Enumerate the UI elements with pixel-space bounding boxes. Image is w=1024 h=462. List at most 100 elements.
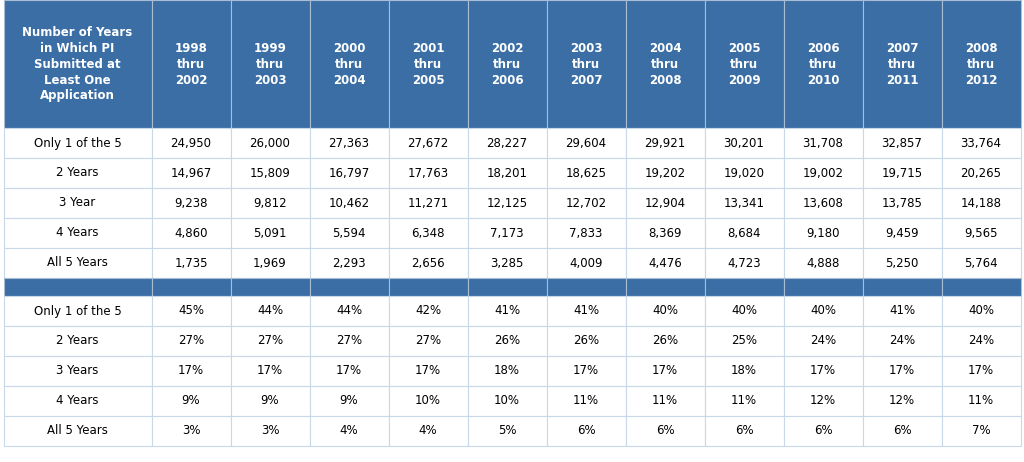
Text: 14,967: 14,967 <box>170 166 212 180</box>
Text: 6,348: 6,348 <box>412 226 444 239</box>
Text: 4 Years: 4 Years <box>56 226 98 239</box>
Bar <box>468 296 547 326</box>
Bar <box>388 218 468 248</box>
Bar <box>783 158 862 188</box>
Bar <box>388 356 468 386</box>
Bar <box>3 326 152 356</box>
Text: 20,265: 20,265 <box>961 166 1001 180</box>
Text: 17%: 17% <box>573 365 599 377</box>
Bar <box>547 248 626 278</box>
Text: 4,860: 4,860 <box>174 226 208 239</box>
Text: 18%: 18% <box>731 365 757 377</box>
Bar <box>152 416 230 446</box>
Bar <box>230 0 309 128</box>
Bar <box>941 0 1021 128</box>
Text: 5%: 5% <box>498 425 516 438</box>
Text: 16,797: 16,797 <box>329 166 370 180</box>
Bar <box>468 356 547 386</box>
Text: 9,565: 9,565 <box>965 226 997 239</box>
Bar <box>230 296 309 326</box>
Text: 4,723: 4,723 <box>727 256 761 269</box>
Text: 4%: 4% <box>419 425 437 438</box>
Bar <box>783 416 862 446</box>
Text: 2,656: 2,656 <box>412 256 444 269</box>
Text: All 5 Years: All 5 Years <box>47 425 108 438</box>
Text: 17,763: 17,763 <box>408 166 449 180</box>
Bar <box>3 356 152 386</box>
Bar <box>862 416 941 446</box>
Bar <box>468 0 547 128</box>
Bar <box>941 356 1021 386</box>
Bar <box>941 278 1021 296</box>
Text: 8,684: 8,684 <box>727 226 761 239</box>
Text: 40%: 40% <box>731 304 757 317</box>
Bar <box>626 158 705 188</box>
Bar <box>862 278 941 296</box>
Bar <box>783 356 862 386</box>
Text: 19,002: 19,002 <box>803 166 844 180</box>
Bar <box>468 128 547 158</box>
Text: 5,250: 5,250 <box>886 256 919 269</box>
Text: 2000
thru
2004: 2000 thru 2004 <box>333 42 366 86</box>
Text: 19,715: 19,715 <box>882 166 923 180</box>
Text: 26%: 26% <box>573 334 599 347</box>
Bar <box>152 326 230 356</box>
Text: 2 Years: 2 Years <box>56 166 98 180</box>
Text: 13,608: 13,608 <box>803 196 844 209</box>
Text: 11,271: 11,271 <box>408 196 449 209</box>
Bar <box>468 248 547 278</box>
Text: 29,604: 29,604 <box>565 136 606 150</box>
Bar <box>230 326 309 356</box>
Bar <box>3 386 152 416</box>
Bar <box>230 248 309 278</box>
Bar <box>862 158 941 188</box>
Bar <box>626 248 705 278</box>
Text: 13,785: 13,785 <box>882 196 923 209</box>
Text: 29,921: 29,921 <box>644 136 686 150</box>
Text: 1,969: 1,969 <box>253 256 287 269</box>
Text: 17%: 17% <box>336 365 362 377</box>
Text: 10%: 10% <box>415 395 441 407</box>
Bar <box>626 296 705 326</box>
Bar <box>705 278 783 296</box>
Text: 5,594: 5,594 <box>332 226 366 239</box>
Text: 26,000: 26,000 <box>250 136 291 150</box>
Bar <box>152 278 230 296</box>
Text: 15,809: 15,809 <box>250 166 291 180</box>
Text: 24,950: 24,950 <box>171 136 212 150</box>
Bar <box>152 248 230 278</box>
Text: 9,238: 9,238 <box>174 196 208 209</box>
Bar <box>230 278 309 296</box>
Text: 44%: 44% <box>257 304 283 317</box>
Text: 2007
thru
2011: 2007 thru 2011 <box>886 42 919 86</box>
Text: 18,201: 18,201 <box>486 166 527 180</box>
Bar <box>626 218 705 248</box>
Bar <box>941 218 1021 248</box>
Bar <box>705 416 783 446</box>
Text: 1999
thru
2003: 1999 thru 2003 <box>254 42 287 86</box>
Bar <box>3 158 152 188</box>
Bar <box>862 218 941 248</box>
Text: 8,369: 8,369 <box>648 226 682 239</box>
Bar <box>230 386 309 416</box>
Bar <box>783 0 862 128</box>
Bar <box>941 158 1021 188</box>
Bar <box>152 188 230 218</box>
Text: 9,180: 9,180 <box>806 226 840 239</box>
Bar <box>547 128 626 158</box>
Bar <box>309 278 388 296</box>
Bar <box>626 416 705 446</box>
Bar <box>705 128 783 158</box>
Text: 27%: 27% <box>257 334 283 347</box>
Text: 17%: 17% <box>889 365 915 377</box>
Bar <box>705 296 783 326</box>
Bar <box>388 326 468 356</box>
Text: 26%: 26% <box>494 334 520 347</box>
Bar <box>468 218 547 248</box>
Bar <box>626 326 705 356</box>
Bar <box>152 218 230 248</box>
Text: 17%: 17% <box>652 365 678 377</box>
Bar <box>941 296 1021 326</box>
Bar <box>152 128 230 158</box>
Bar <box>3 248 152 278</box>
